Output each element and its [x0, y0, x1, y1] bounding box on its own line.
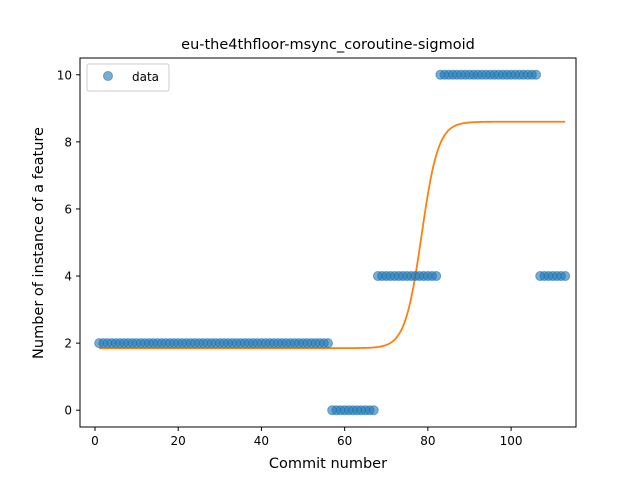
y-tick-label: 4: [64, 270, 72, 284]
x-tick-label: 80: [420, 434, 435, 448]
data-points-layer: [94, 69, 571, 416]
sigmoid-fit-line: [99, 120, 566, 350]
data-point: [531, 69, 542, 80]
y-tick-label: 6: [64, 202, 72, 216]
y-tick-label: 0: [64, 404, 72, 418]
axes-frame: [79, 57, 577, 428]
axes-layer: 0 20 40 60 80 100 0 2 4 6 8 10: [57, 57, 577, 448]
legend: data: [86, 63, 170, 92]
y-tick-label: 8: [64, 135, 72, 149]
legend-marker-data: [103, 71, 113, 81]
y-tick-label: 10: [57, 68, 72, 82]
x-axis-label: Commit number: [269, 456, 387, 472]
y-axis-label: Number of instance of a feature: [31, 127, 47, 359]
data-point: [368, 405, 379, 416]
fit-curve-layer: [99, 120, 566, 350]
data-point: [560, 271, 571, 282]
legend-box: [86, 63, 170, 92]
x-tick-label: 100: [500, 434, 523, 448]
legend-label-data: data: [132, 70, 159, 84]
data-point: [323, 338, 333, 349]
x-tick-label: 0: [91, 434, 99, 448]
data-point: [431, 271, 442, 282]
x-tick-label: 40: [254, 434, 269, 448]
x-tick-label: 20: [171, 434, 186, 448]
chart-title: eu-the4thfloor-msync_coroutine-sigmoid: [181, 37, 475, 53]
x-tick-label: 60: [337, 434, 352, 448]
y-tick-label: 2: [64, 337, 72, 351]
